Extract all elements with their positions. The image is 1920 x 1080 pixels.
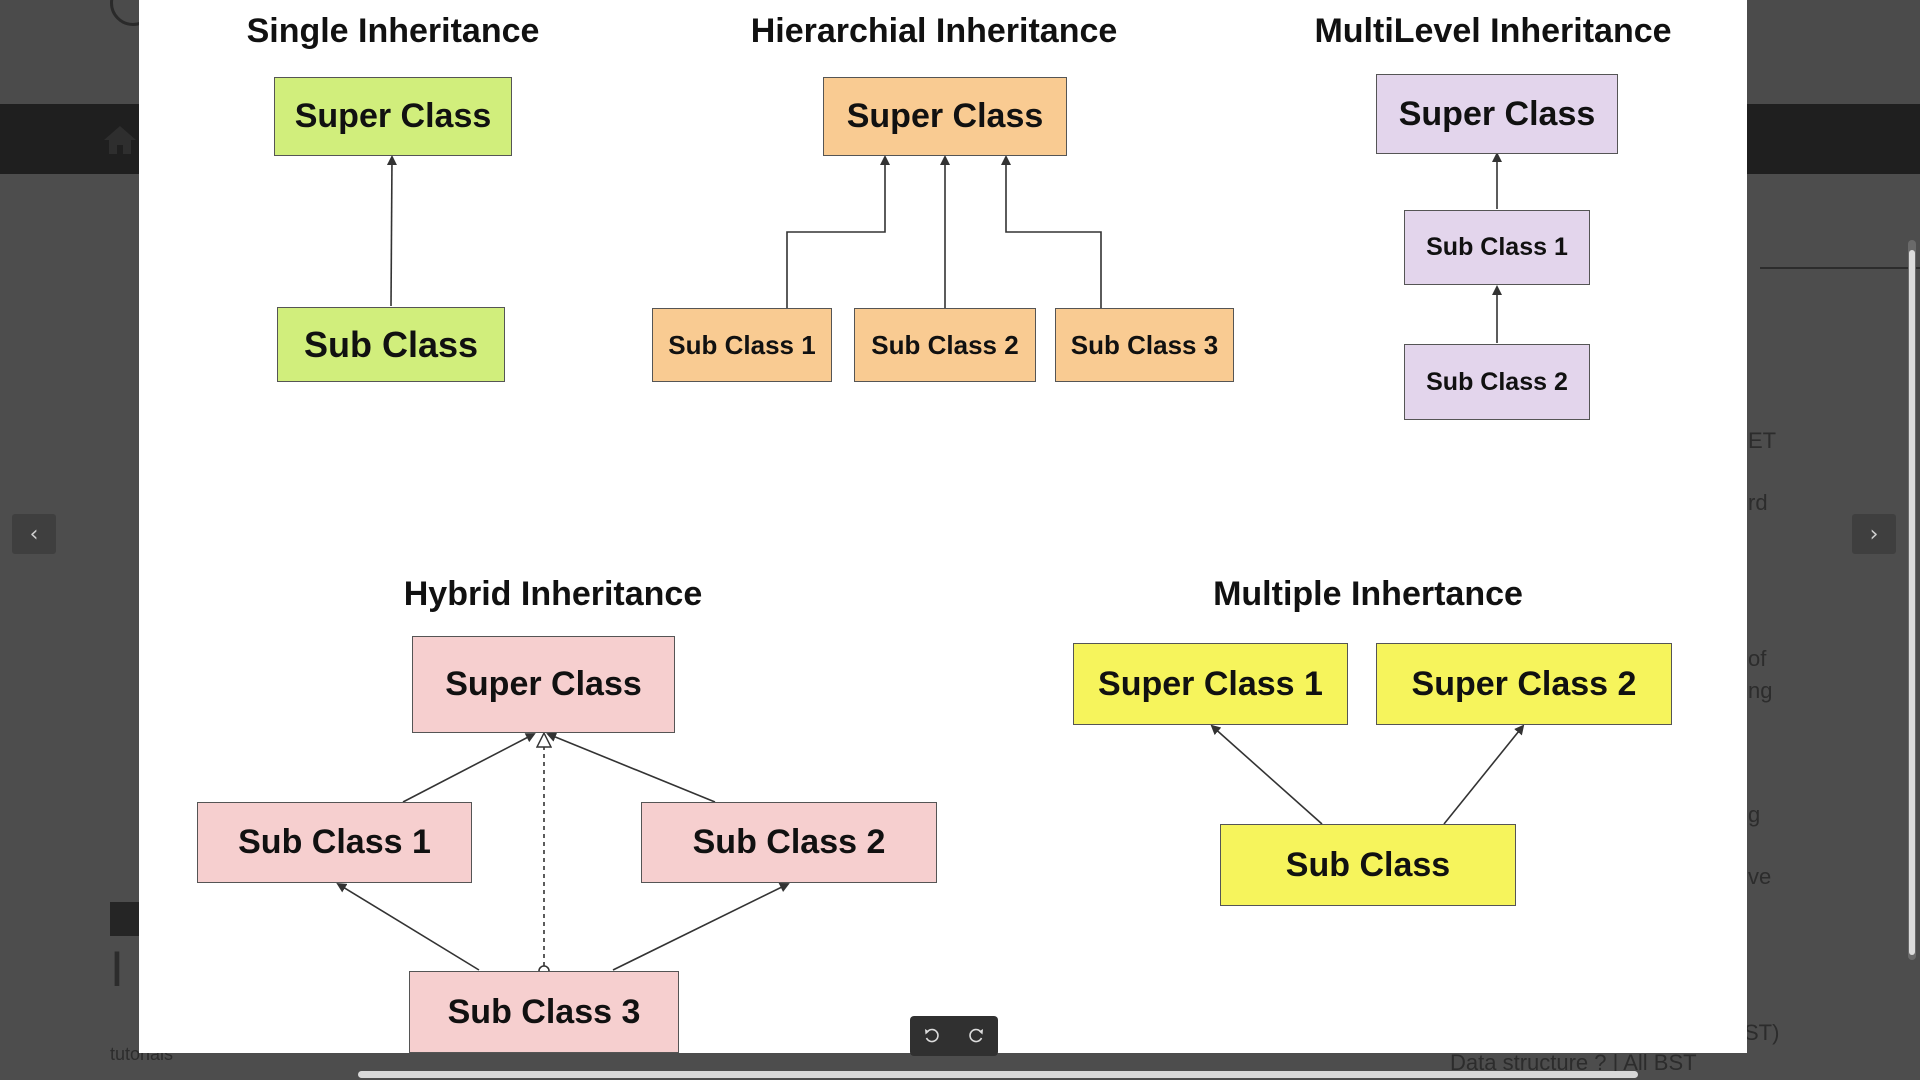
sidebar-divider [1760, 267, 1920, 269]
sidebar-text-fragment: ST) [1744, 1020, 1780, 1045]
hybrid-edge-4 [612, 883, 790, 971]
multiple-edge-2 [1443, 724, 1525, 825]
lightbox-toolbar [910, 1016, 998, 1056]
multiple-super-box-2: Super Class 2 [1376, 643, 1672, 725]
diagram-connectors [336, 152, 1525, 977]
single-sub-box: Sub Class [277, 307, 505, 382]
home-icon[interactable] [100, 120, 140, 160]
prev-image-button[interactable]: ‹ [12, 514, 56, 554]
rotate-left-icon[interactable] [917, 1021, 947, 1051]
sidebar-text-fragment: rd [1748, 490, 1768, 515]
horizontal-scrollbar[interactable] [358, 1071, 1638, 1078]
multiple-super-box-1: Super Class 1 [1073, 643, 1348, 725]
hybrid-sub-box-2: Sub Class 2 [641, 802, 937, 883]
multiple-title: Multiple Inhertance [1213, 575, 1523, 613]
hybrid-super-box: Super Class [412, 636, 675, 733]
hierarchical-sub-box-3: Sub Class 3 [1055, 308, 1234, 382]
hybrid-edge-2 [546, 732, 716, 803]
single-super-box: Super Class [274, 77, 512, 156]
related-link-fragment[interactable]: Data structure ? | All BST [1450, 1050, 1697, 1075]
hierarchical-super-box: Super Class [823, 77, 1067, 156]
next-image-button[interactable]: › [1852, 514, 1896, 554]
multilevel-title: MultiLevel Inheritance [1314, 12, 1672, 50]
hierarchical-sub-box-2: Sub Class 2 [854, 308, 1036, 382]
vertical-scrollbar-thumb[interactable] [1909, 250, 1915, 955]
hierarchical-edge-1 [786, 155, 890, 308]
hybrid-edge-1 [402, 733, 536, 803]
sidebar-text-fragment: g [1748, 802, 1761, 827]
single-title: Single Inheritance [246, 12, 540, 50]
single-edge [386, 155, 397, 307]
multilevel-sub-box-2: Sub Class 2 [1404, 344, 1590, 420]
multiple-edge-1 [1210, 724, 1323, 825]
hierarchical-sub-box-1: Sub Class 1 [652, 308, 832, 382]
sidebar-text-fragment: ET [1748, 428, 1777, 453]
hybrid-sub-box-1: Sub Class 1 [197, 802, 472, 883]
hybrid-sub-box-3: Sub Class 3 [409, 971, 679, 1053]
multilevel-sub-box-1: Sub Class 1 [1404, 210, 1590, 285]
hybrid-edge-3 [336, 882, 480, 971]
sidebar-text-fragment: of [1748, 646, 1767, 671]
hierarchical-title: Hierarchial Inheritance [750, 12, 1118, 50]
hierarchical-edge-3 [1001, 155, 1102, 308]
article-title-fragment: I [110, 941, 124, 997]
multiple-sub-box: Sub Class [1220, 824, 1516, 906]
sidebar-text-fragment: ve [1748, 864, 1772, 889]
multilevel-super-box: Super Class [1376, 74, 1618, 154]
lightbox-image: Single Inheritance Super Class Sub Class… [139, 0, 1747, 1053]
rotate-right-icon[interactable] [961, 1021, 991, 1051]
hybrid-title: Hybrid Inheritance [403, 575, 703, 613]
sidebar-text-fragment: ng [1748, 678, 1773, 703]
